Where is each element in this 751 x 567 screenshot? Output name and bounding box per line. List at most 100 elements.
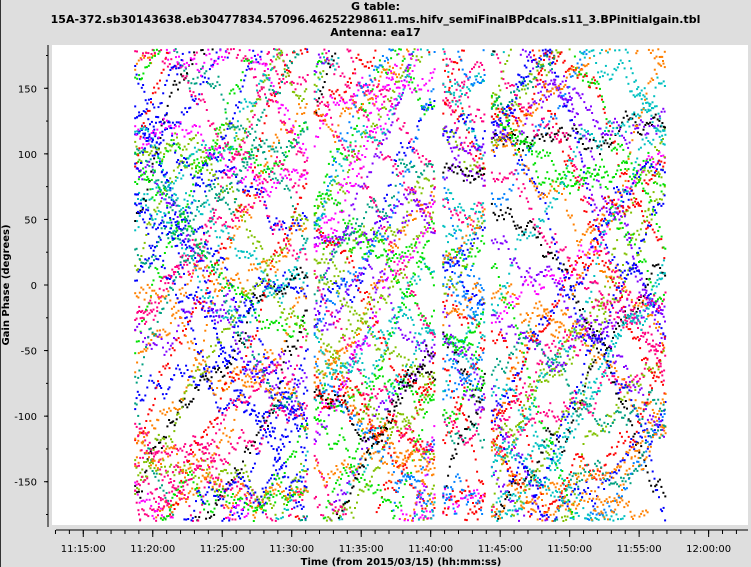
data-point — [299, 106, 302, 109]
data-point — [393, 385, 396, 388]
data-point — [255, 179, 258, 182]
data-point — [265, 114, 268, 117]
data-point — [247, 296, 249, 299]
data-point — [160, 102, 163, 104]
data-point — [190, 478, 193, 480]
data-point — [204, 162, 207, 165]
data-point — [245, 136, 248, 139]
data-point — [303, 485, 306, 488]
data-point — [178, 481, 181, 484]
data-point — [289, 270, 292, 273]
data-point — [214, 85, 217, 88]
data-point — [269, 191, 272, 193]
data-point — [226, 404, 229, 407]
data-point — [261, 511, 264, 514]
data-point — [143, 298, 146, 301]
data-point — [296, 94, 299, 97]
data-point — [203, 205, 206, 208]
data-point — [362, 114, 365, 117]
data-point — [167, 237, 170, 240]
data-point — [280, 517, 283, 520]
data-point — [184, 455, 187, 458]
data-point — [294, 257, 297, 260]
data-point — [134, 165, 137, 168]
data-point — [252, 510, 255, 513]
data-point — [244, 151, 247, 154]
data-point — [162, 259, 165, 262]
data-point — [262, 187, 265, 190]
data-point — [151, 168, 154, 171]
data-point — [224, 276, 227, 279]
data-point — [287, 69, 290, 72]
data-point — [152, 404, 155, 407]
data-point — [209, 386, 212, 389]
data-point — [222, 361, 225, 364]
data-point — [249, 505, 252, 508]
data-point — [262, 371, 265, 374]
data-point — [258, 498, 261, 501]
data-point — [227, 257, 230, 260]
data-point — [197, 476, 200, 479]
data-point — [164, 84, 167, 86]
data-point — [275, 364, 278, 367]
data-point — [184, 216, 186, 219]
data-point — [164, 465, 166, 468]
data-point — [217, 276, 220, 279]
data-point — [177, 412, 180, 415]
data-point — [280, 248, 283, 251]
data-point — [277, 490, 280, 492]
data-point — [286, 177, 288, 180]
data-point — [260, 380, 263, 382]
data-point — [139, 478, 142, 481]
data-point — [234, 126, 237, 129]
data-point — [267, 427, 269, 430]
data-point — [173, 374, 176, 377]
data-point — [180, 485, 183, 488]
data-point — [154, 475, 157, 478]
data-point — [256, 327, 259, 330]
data-point — [237, 498, 239, 501]
data-point — [204, 223, 207, 226]
data-point — [260, 443, 263, 446]
data-point — [282, 407, 284, 409]
data-point — [395, 168, 398, 171]
data-point — [300, 319, 303, 322]
data-point — [190, 227, 193, 230]
data-point — [156, 206, 159, 209]
data-point — [216, 332, 218, 335]
data-point — [201, 227, 204, 229]
data-point — [272, 397, 275, 400]
data-point — [144, 394, 147, 397]
data-point — [285, 69, 288, 72]
data-point — [166, 502, 169, 505]
data-point — [266, 287, 269, 290]
data-point — [219, 247, 222, 250]
data-point — [171, 447, 174, 450]
data-point — [402, 378, 405, 381]
data-point — [259, 340, 262, 343]
data-point — [142, 481, 145, 483]
data-point — [167, 242, 170, 245]
data-point — [264, 179, 267, 182]
data-point — [226, 127, 229, 130]
data-point — [158, 311, 161, 314]
data-point — [143, 221, 146, 224]
data-point — [387, 98, 389, 101]
data-point — [290, 312, 293, 315]
data-point — [177, 491, 180, 494]
data-point — [229, 510, 232, 513]
data-point — [142, 340, 145, 343]
data-point — [157, 419, 160, 422]
data-point — [291, 335, 294, 338]
data-point — [249, 61, 252, 63]
data-point — [203, 430, 205, 433]
data-point — [191, 272, 194, 275]
data-point — [229, 305, 232, 308]
data-point — [234, 216, 237, 219]
data-point — [276, 268, 279, 271]
data-point — [175, 227, 178, 230]
data-point — [194, 383, 197, 386]
data-point — [201, 75, 204, 78]
data-point — [279, 51, 281, 54]
data-point — [221, 412, 224, 414]
